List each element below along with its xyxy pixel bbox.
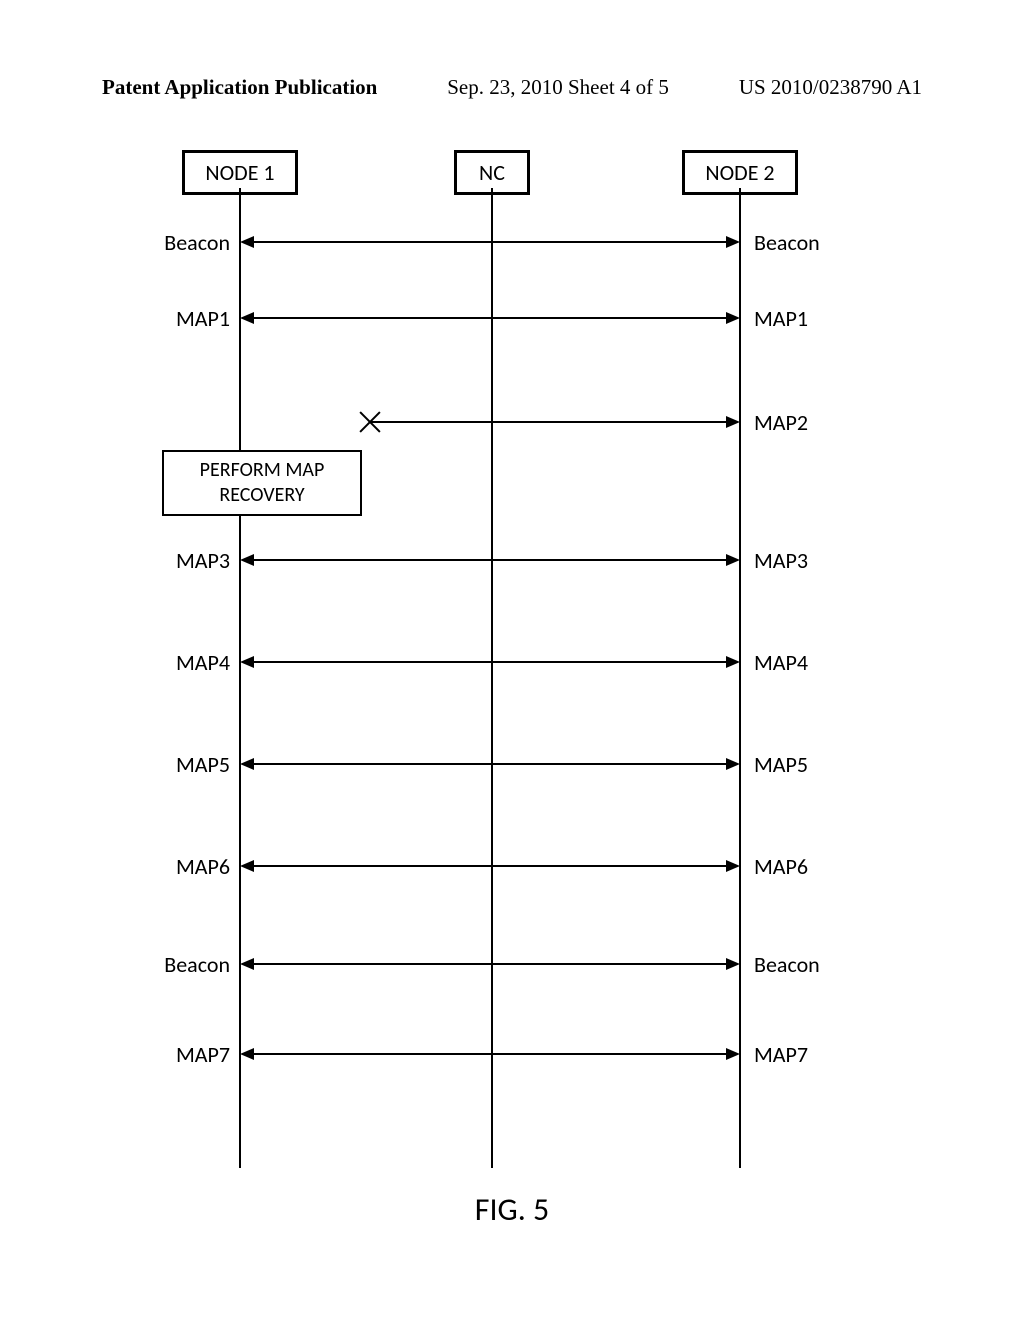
msg9-right-arrowhead-icon	[726, 1048, 740, 1060]
msg7-label-right: MAP6	[754, 853, 808, 880]
msg7-right-arrowhead-icon	[726, 860, 740, 872]
msg5-label-right: MAP4	[754, 649, 808, 676]
msg6-left-arrowhead-icon	[240, 758, 254, 770]
msg1-left-arrowhead-icon	[240, 236, 254, 248]
msg4-right-arrowhead-icon	[726, 554, 740, 566]
msg5-right-line	[492, 661, 726, 663]
msg4-label-right: MAP3	[754, 547, 808, 574]
msg3-right-line	[492, 421, 726, 423]
msg2-label-right: MAP1	[754, 305, 808, 332]
failure-x-icon	[358, 410, 382, 434]
msg8-left-line	[254, 963, 492, 965]
msg7-left-arrowhead-icon	[240, 860, 254, 872]
lifeline-node1	[239, 188, 241, 1168]
msg6-right-arrowhead-icon	[726, 758, 740, 770]
msg8-label-left: Beacon	[164, 951, 230, 978]
msg9-left-arrowhead-icon	[240, 1048, 254, 1060]
msg4-label-left: MAP3	[176, 547, 230, 574]
figure-caption: FIG. 5	[100, 1190, 924, 1229]
msg7-label-left: MAP6	[176, 853, 230, 880]
msg7-right-line	[492, 865, 726, 867]
map-recovery-line1: PERFORM MAP	[172, 458, 352, 483]
sequence-diagram: FIG. 5 NODE 1NCNODE 2BeaconBeaconMAP1MAP…	[100, 150, 924, 1230]
msg5-left-line	[254, 661, 492, 663]
map-recovery-box: PERFORM MAPRECOVERY	[162, 450, 362, 516]
msg8-right-line	[492, 963, 726, 965]
page-header: Patent Application Publication Sep. 23, …	[102, 75, 922, 100]
msg2-right-arrowhead-icon	[726, 312, 740, 324]
msg6-label-right: MAP5	[754, 751, 808, 778]
msg8-left-arrowhead-icon	[240, 958, 254, 970]
lifeline-nc	[491, 188, 493, 1168]
header-right-label: US 2010/0238790 A1	[739, 75, 922, 100]
msg1-right-arrowhead-icon	[726, 236, 740, 248]
msg4-left-arrowhead-icon	[240, 554, 254, 566]
msg2-left-line	[254, 317, 492, 319]
msg9-label-left: MAP7	[176, 1041, 230, 1068]
msg8-label-right: Beacon	[754, 951, 820, 978]
header-center-label: Sep. 23, 2010 Sheet 4 of 5	[377, 75, 738, 100]
msg1-left-line	[254, 241, 492, 243]
msg1-label-left: Beacon	[164, 229, 230, 256]
msg1-label-right: Beacon	[754, 229, 820, 256]
msg4-left-line	[254, 559, 492, 561]
msg6-left-line	[254, 763, 492, 765]
msg3-right-arrowhead-icon	[726, 416, 740, 428]
msg2-left-arrowhead-icon	[240, 312, 254, 324]
msg5-label-left: MAP4	[176, 649, 230, 676]
msg5-left-arrowhead-icon	[240, 656, 254, 668]
msg4-right-line	[492, 559, 726, 561]
lifeline-node2	[739, 188, 741, 1168]
msg2-label-left: MAP1	[176, 305, 230, 332]
msg6-right-line	[492, 763, 726, 765]
map-recovery-line2: RECOVERY	[172, 483, 352, 508]
msg2-right-line	[492, 317, 726, 319]
msg3-left-broken-line	[370, 421, 492, 423]
msg1-right-line	[492, 241, 726, 243]
msg8-right-arrowhead-icon	[726, 958, 740, 970]
msg6-label-left: MAP5	[176, 751, 230, 778]
msg3-label-right: MAP2	[754, 409, 808, 436]
msg9-left-line	[254, 1053, 492, 1055]
header-left-label: Patent Application Publication	[102, 75, 377, 100]
msg7-left-line	[254, 865, 492, 867]
msg9-right-line	[492, 1053, 726, 1055]
msg5-right-arrowhead-icon	[726, 656, 740, 668]
msg9-label-right: MAP7	[754, 1041, 808, 1068]
